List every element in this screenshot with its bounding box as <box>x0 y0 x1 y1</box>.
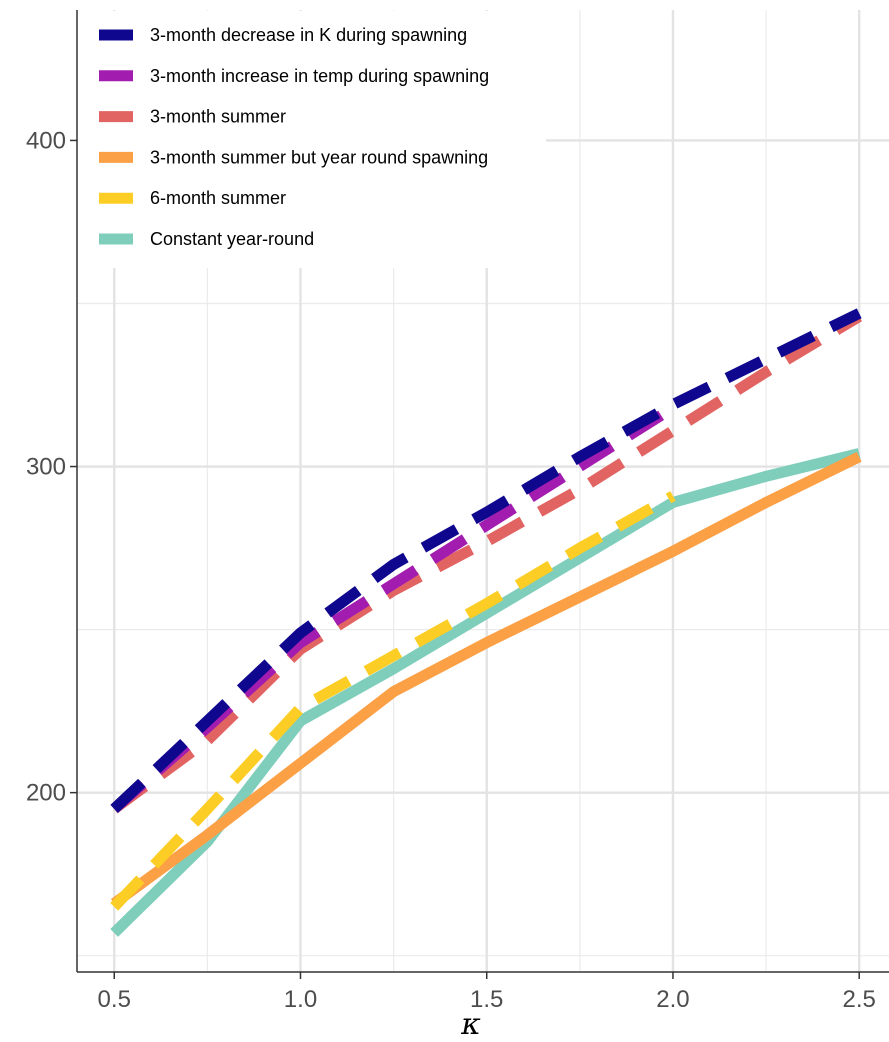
x-axis-title: κ <box>460 1007 481 1042</box>
legend-label: Constant year-round <box>150 229 314 249</box>
legend-label: 3-month increase in temp during spawning <box>150 66 489 86</box>
x-tick-label: 2.0 <box>656 986 689 1013</box>
y-tick-label: 200 <box>26 780 66 807</box>
legend-label: 3-month decrease in K during spawning <box>150 25 467 45</box>
legend: 3-month decrease in K during spawning 3-m… <box>78 11 546 268</box>
legend-label: 3-month summer <box>150 107 286 127</box>
legend-label: 6-month summer <box>150 188 286 208</box>
y-tick-label: 400 <box>26 127 66 154</box>
x-tick-label: 2.5 <box>843 986 876 1013</box>
legend-label: 3-month summer but year round spawning <box>150 147 488 167</box>
x-tick-label: 1.0 <box>284 986 317 1013</box>
x-tick-label: 0.5 <box>98 986 131 1013</box>
y-tick-label: 300 <box>26 454 66 481</box>
